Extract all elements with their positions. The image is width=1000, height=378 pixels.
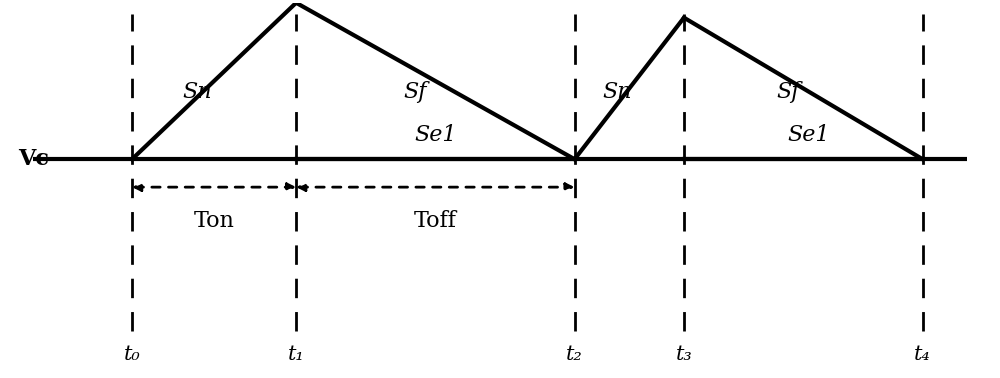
Text: Sf: Sf — [777, 81, 800, 103]
Text: Se1: Se1 — [414, 124, 457, 146]
Text: t₂: t₂ — [566, 345, 583, 364]
Text: Sn: Sn — [182, 81, 212, 103]
Text: t₀: t₀ — [124, 345, 140, 364]
Text: Sn: Sn — [603, 81, 632, 103]
Text: Ton: Ton — [194, 210, 235, 232]
Text: t₄: t₄ — [914, 345, 931, 364]
Text: Se1: Se1 — [787, 124, 830, 146]
Text: t₁: t₁ — [288, 345, 305, 364]
Text: t₃: t₃ — [676, 345, 692, 364]
Text: Sf: Sf — [404, 81, 427, 103]
Text: Vc: Vc — [18, 148, 49, 170]
Text: Toff: Toff — [414, 210, 457, 232]
